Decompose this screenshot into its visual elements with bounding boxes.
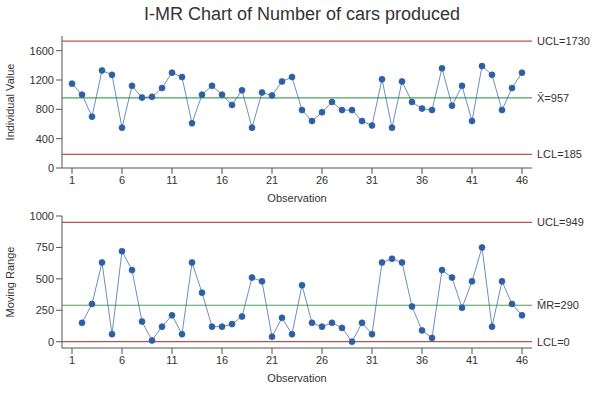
- svg-text:31: 31: [366, 354, 378, 366]
- svg-text:46: 46: [516, 174, 528, 186]
- svg-text:0: 0: [48, 336, 54, 348]
- svg-text:1600: 1600: [30, 45, 54, 57]
- svg-text:21: 21: [266, 174, 278, 186]
- svg-text:41: 41: [466, 174, 478, 186]
- svg-text:250: 250: [36, 304, 54, 316]
- svg-text:36: 36: [416, 354, 428, 366]
- svg-text:LCL=185: LCL=185: [537, 148, 582, 160]
- svg-text:26: 26: [316, 354, 328, 366]
- svg-text:6: 6: [119, 174, 125, 186]
- svg-text:1000: 1000: [30, 210, 54, 222]
- svg-text:800: 800: [36, 103, 54, 115]
- svg-text:500: 500: [36, 273, 54, 285]
- svg-text:Individual Value: Individual Value: [8, 64, 16, 141]
- svg-text:6: 6: [119, 354, 125, 366]
- svg-text:LCL=0: LCL=0: [537, 336, 570, 348]
- svg-text:36: 36: [416, 174, 428, 186]
- svg-text:46: 46: [516, 354, 528, 366]
- svg-text:400: 400: [36, 133, 54, 145]
- svg-text:UCL=949: UCL=949: [537, 216, 584, 228]
- svg-text:41: 41: [466, 354, 478, 366]
- svg-text:M̄R=290: M̄R=290: [537, 299, 579, 311]
- svg-text:750: 750: [36, 241, 54, 253]
- svg-text:Observation: Observation: [267, 372, 326, 384]
- svg-text:UCL=1730: UCL=1730: [537, 35, 590, 47]
- svg-text:16: 16: [216, 354, 228, 366]
- svg-text:0: 0: [48, 162, 54, 174]
- html-text:I-MR Chart of Number of cars p: I-MR Chart of Number of cars produced: [143, 4, 461, 24]
- svg-text:26: 26: [316, 174, 328, 186]
- svg-text:21: 21: [266, 354, 278, 366]
- svg-text:X̄=957: X̄=957: [537, 92, 569, 104]
- svg-text:Observation: Observation: [267, 192, 326, 204]
- svg-text:1200: 1200: [30, 74, 54, 86]
- svg-text:11: 11: [166, 174, 177, 186]
- svg-text:11: 11: [166, 354, 177, 366]
- svg-text:1: 1: [69, 174, 75, 186]
- svg-text:1: 1: [69, 354, 75, 366]
- svg-text:31: 31: [366, 174, 378, 186]
- svg-text:Moving Range: Moving Range: [8, 247, 16, 318]
- svg-text:16: 16: [216, 174, 228, 186]
